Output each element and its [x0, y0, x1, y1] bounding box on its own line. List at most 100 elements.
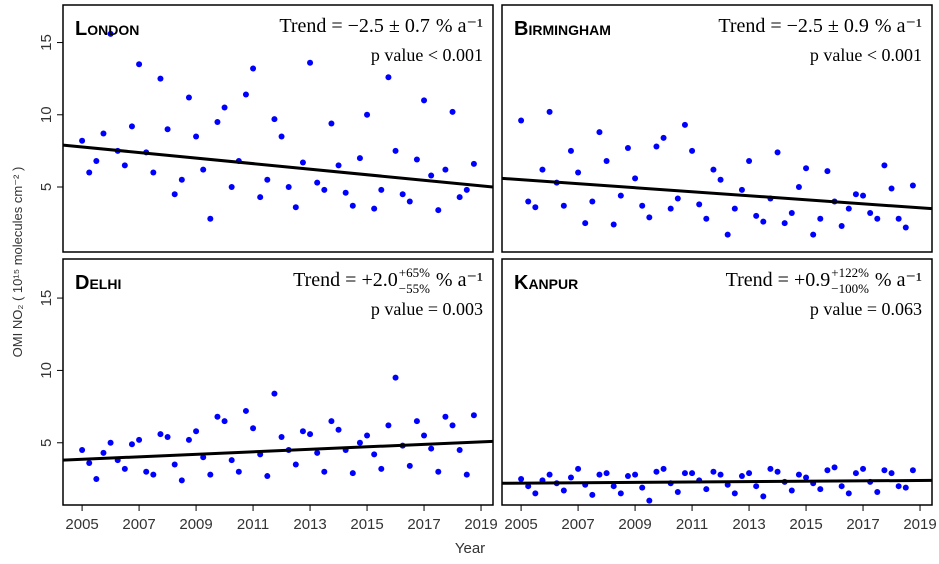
x-tick-label: 2007 [561, 516, 594, 533]
point [909, 182, 916, 189]
trend-line [63, 439, 493, 462]
point [560, 487, 567, 494]
point [364, 432, 371, 439]
p-value: p value < 0.001 [810, 45, 922, 65]
y-axis-title: OMI NO₂ ( 10¹⁵ molecules cm⁻² ) [10, 167, 25, 358]
point [560, 202, 567, 209]
point [271, 116, 278, 123]
point [681, 470, 688, 477]
panel-frame [501, 258, 933, 506]
point [157, 75, 164, 82]
point [738, 186, 745, 193]
point [228, 184, 235, 190]
point [824, 467, 831, 474]
trend-text: Trend = −2.5 ± 0.9 [718, 15, 869, 37]
points [63, 374, 493, 484]
point [610, 221, 617, 228]
point [214, 119, 221, 125]
point [810, 231, 817, 238]
y-tick-label: 5 [38, 183, 55, 191]
point [532, 490, 539, 497]
point [428, 172, 435, 179]
point [193, 428, 200, 435]
point [228, 457, 235, 464]
point [660, 465, 667, 472]
point [200, 454, 207, 461]
point [371, 451, 378, 458]
point [867, 210, 874, 216]
point [624, 145, 631, 151]
point [639, 202, 646, 209]
point [774, 149, 781, 156]
point [888, 470, 895, 477]
trend-unit: % a⁻¹ [875, 15, 922, 37]
point [421, 97, 428, 104]
point [746, 470, 753, 477]
point [817, 486, 824, 493]
point [271, 390, 278, 397]
trend-text: Trend = −2.5 ± 0.7 [279, 15, 430, 37]
point [902, 484, 909, 491]
point [567, 147, 574, 154]
point [470, 412, 477, 419]
point [724, 231, 731, 238]
point [575, 169, 582, 176]
point [250, 425, 257, 432]
point [845, 490, 852, 497]
panel-title: Birmingham [514, 18, 611, 40]
point [292, 204, 299, 211]
point [200, 166, 207, 173]
point [392, 374, 399, 381]
trend-line [63, 143, 493, 189]
point [817, 215, 824, 222]
point [852, 191, 859, 198]
point [235, 468, 242, 475]
point [185, 94, 192, 101]
point [731, 205, 738, 212]
point [909, 467, 916, 474]
point [128, 441, 135, 448]
point [413, 156, 420, 163]
point [171, 461, 178, 468]
x-tick-label: 2005 [65, 516, 98, 533]
point [532, 204, 539, 211]
point [852, 470, 859, 477]
point [681, 121, 688, 128]
point [164, 433, 171, 440]
point [860, 192, 867, 199]
panel-frame [62, 4, 494, 253]
point [392, 147, 399, 154]
point [278, 133, 285, 140]
trend-lower: −100% [831, 281, 869, 296]
point [617, 490, 624, 497]
point [738, 473, 745, 480]
point [278, 433, 285, 440]
point [696, 201, 703, 208]
x-tick-label: 2005 [504, 516, 537, 533]
x-axis-title: Year [455, 540, 485, 557]
trend-unit: % a⁻¹ [875, 269, 922, 291]
point [731, 490, 738, 497]
panel: 2005 2007 2009 2011 2013 2015 2017 2019 Kanpur % … [501, 258, 937, 533]
point [788, 487, 795, 494]
point [617, 192, 624, 199]
point [171, 191, 178, 198]
point [121, 162, 128, 169]
y-tick-label: 15 [38, 290, 55, 307]
point [831, 464, 838, 471]
trend-upper: +65% [399, 265, 430, 280]
panel-frame [62, 258, 494, 506]
point [838, 223, 845, 229]
point [881, 162, 888, 169]
point [378, 186, 385, 193]
panel: Birmingham % a⁻¹ Trend = −2.5 ± 0.9 p value… [501, 4, 933, 253]
point [674, 195, 681, 202]
trend-lower: −55% [399, 281, 430, 296]
point [518, 117, 525, 124]
point [364, 111, 371, 118]
point [760, 218, 767, 225]
point [93, 158, 100, 164]
x-tick-label: 2011 [237, 516, 269, 533]
point [596, 471, 603, 478]
